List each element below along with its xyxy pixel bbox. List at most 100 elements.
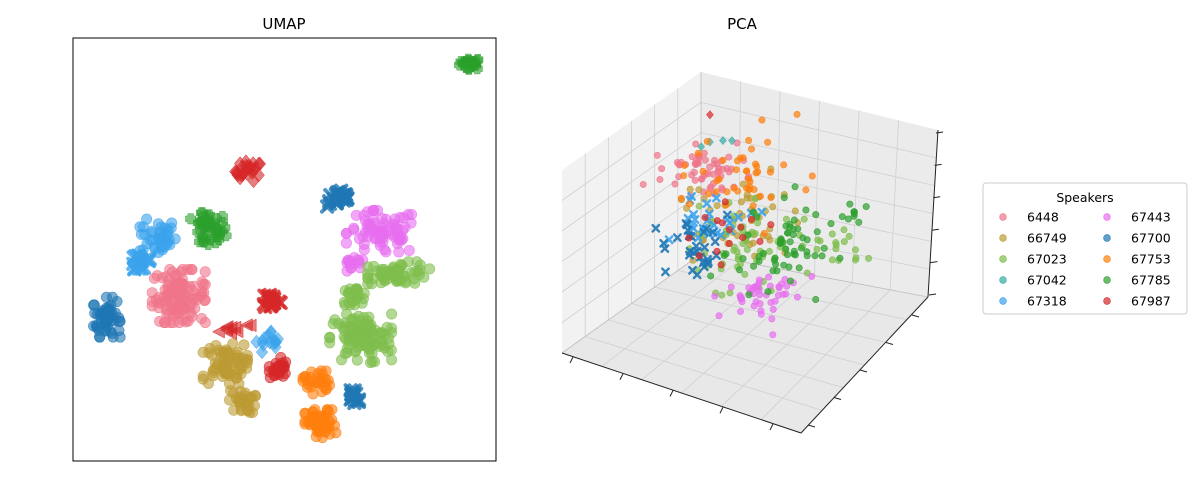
pca-point-67987	[737, 223, 745, 231]
umap-point-67700	[106, 327, 118, 339]
legend-item: 67753	[1103, 252, 1171, 267]
umap-point-67023	[354, 327, 366, 339]
umap-point-67443	[350, 209, 362, 221]
pca-point-6448	[698, 175, 706, 183]
pca-point-67785	[749, 208, 757, 216]
pca-point-67785	[813, 228, 821, 236]
pca-point-67785	[803, 252, 811, 260]
pca-point-67785	[777, 235, 785, 243]
umap-point-67023	[366, 278, 378, 290]
pca-point-67785	[799, 234, 807, 242]
pca-point-67443	[769, 331, 777, 339]
pca-point-67023	[730, 246, 738, 254]
umap-point-6448	[181, 264, 193, 276]
pca-point-67443	[756, 300, 764, 308]
legend-marker	[1103, 213, 1111, 221]
umap-point-67443	[340, 237, 352, 249]
pca-point-67023	[865, 254, 873, 262]
pca-point-67753	[677, 194, 685, 202]
pca-point-67753	[680, 161, 688, 169]
pca-point-67700	[698, 258, 708, 268]
umap-point-67753	[322, 416, 334, 428]
umap-point-67700	[329, 196, 344, 211]
pca-y-tick	[833, 397, 842, 400]
pca-point-67753	[743, 184, 751, 192]
umap-point-67023	[366, 355, 378, 367]
pca-point-67753	[808, 172, 816, 180]
pca-point-6448	[711, 156, 719, 164]
pca-point-67987	[721, 198, 729, 206]
pca-axes	[561, 72, 944, 434]
pca-point-67753	[746, 178, 754, 186]
pca-point-67753	[756, 192, 764, 200]
umap-point-67700	[88, 299, 100, 311]
umap-point-67753	[322, 405, 334, 417]
pca-point-67785	[780, 261, 788, 269]
pca-point-67042	[719, 136, 727, 146]
pca-point-67700	[699, 227, 709, 237]
pca-point-67753	[748, 145, 756, 153]
pca-point-6448	[671, 180, 679, 188]
pca-point-67753	[703, 137, 711, 145]
pca-point-67987	[713, 247, 721, 255]
pca-point-67785	[846, 200, 854, 208]
umap-point-67700	[94, 331, 106, 343]
pca-z-axis	[927, 129, 939, 298]
umap-point-67443	[358, 244, 370, 256]
umap-point-66749	[230, 355, 242, 367]
pca-y-tick	[859, 369, 868, 373]
umap-point-67443	[403, 244, 415, 256]
pca-point-67785	[818, 252, 826, 260]
legend-item: 67023	[999, 252, 1067, 267]
umap-point-67700	[100, 291, 112, 303]
legend-item: 67042	[999, 273, 1067, 288]
pca-point-67753	[739, 154, 747, 162]
umap-point-6448	[176, 273, 188, 285]
pca-x-tick	[619, 373, 624, 380]
pca-point-67753	[743, 167, 751, 175]
pca-point-67023	[743, 245, 751, 253]
legend-marker	[999, 276, 1007, 284]
pca-point-67785	[836, 254, 844, 262]
pca-point-67785	[827, 220, 835, 228]
pca-point-67023	[828, 230, 836, 238]
pca-point-67042	[728, 136, 736, 146]
pca-floor-pane	[562, 254, 928, 433]
umap-point-67753	[313, 423, 325, 435]
umap-point-67023	[346, 323, 358, 335]
pca-point-67443	[750, 302, 758, 310]
pca-point-67753	[712, 188, 720, 196]
umap-point-6448	[161, 307, 173, 319]
pca-point-67753	[766, 168, 774, 176]
pca-point-67023	[782, 215, 790, 223]
pca-point-67700	[692, 270, 702, 280]
umap-point-67023	[409, 277, 421, 289]
legend-marker	[1103, 255, 1111, 263]
pca-point-6448	[715, 164, 723, 172]
legend-label: 67785	[1131, 273, 1171, 288]
umap-point-67443	[361, 219, 373, 231]
umap-point-67700	[94, 309, 106, 321]
pca-point-67753	[723, 188, 731, 196]
pca-point-67753	[694, 149, 702, 157]
pca-point-67785	[764, 288, 772, 296]
umap-point-6448	[161, 296, 173, 308]
umap-point-67700	[113, 315, 125, 327]
umap-point-67785	[198, 236, 210, 248]
pca-point-67753	[764, 138, 772, 146]
pca-point-6448	[723, 164, 731, 172]
umap-point-67443	[374, 225, 386, 237]
pca-point-6448	[639, 180, 647, 188]
umap-frame	[72, 37, 497, 462]
umap-point-67023	[327, 318, 339, 330]
pca-point-67443	[715, 312, 723, 320]
pca-point-67023	[754, 219, 762, 227]
umap-title: UMAP	[262, 15, 305, 33]
pca-point-67753	[719, 156, 727, 164]
pca-point-6448	[653, 151, 661, 159]
pca-point-67753	[749, 202, 757, 210]
umap-point-67443	[361, 206, 373, 218]
umap-point-67753	[307, 388, 319, 400]
pca-z-tick	[935, 131, 944, 134]
pca-point-6448	[692, 140, 700, 148]
